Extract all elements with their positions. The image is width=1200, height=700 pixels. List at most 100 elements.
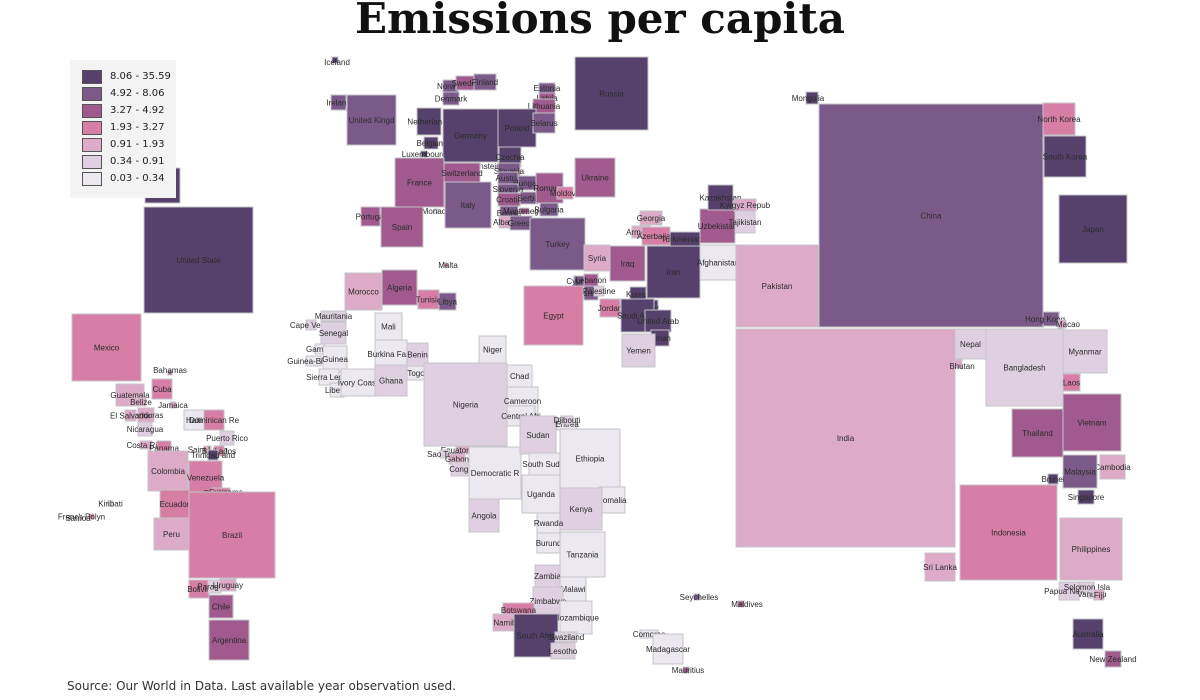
country-label: Norway — [437, 82, 464, 91]
country-label: Equatorial G — [441, 446, 485, 455]
country-tile: Kazakhstan — [700, 184, 741, 211]
country-label: Angola — [472, 512, 497, 521]
country-label: Swaziland — [548, 633, 584, 642]
country-label: Samoa — [65, 514, 91, 523]
country-label: Nepal — [960, 340, 981, 349]
country-label: Iraq — [621, 260, 635, 269]
country-label: Vanuatu — [1077, 590, 1106, 599]
country-label: Japan — [1082, 225, 1104, 234]
country-square — [574, 56, 649, 131]
country-tile: Kuwait — [626, 286, 651, 302]
country-label: Ecuador — [160, 500, 190, 509]
country-tile: Mali — [374, 312, 403, 341]
country-label: Zimbabwe — [530, 597, 567, 606]
country-square — [305, 319, 317, 331]
country-square — [1058, 194, 1128, 264]
country-square — [529, 217, 586, 271]
country-tile: Lesotho — [549, 642, 578, 660]
country-label: Bulgaria — [534, 206, 564, 215]
country-tile: Rwanda — [534, 512, 564, 534]
country-square — [208, 619, 250, 661]
country-tile: Costa Rica — [126, 440, 166, 450]
legend-swatch — [82, 104, 102, 118]
country-tile: Palestine — [583, 285, 616, 297]
country-square — [735, 328, 956, 548]
country-label: Madagascar — [646, 645, 690, 654]
country-square — [621, 333, 656, 368]
country-label: Papua New G — [1044, 587, 1094, 596]
country-label: Peru — [163, 530, 180, 539]
country-label: Trinidad and — [191, 451, 235, 460]
country-tile: Zimbabwe — [530, 586, 567, 616]
country-square — [442, 108, 499, 163]
country-square — [320, 321, 347, 345]
country-square — [473, 73, 497, 91]
country-label: Nigeria — [453, 401, 479, 410]
country-tile: Ukraine — [574, 157, 616, 198]
country-label: Kenya — [570, 505, 593, 514]
legend: 8.06 - 35.59 4.92 - 8.06 3.27 - 4.92 1.9… — [70, 60, 176, 198]
country-label: Sri Lanka — [923, 563, 957, 572]
country-tile: Jordan — [598, 298, 622, 318]
country-label: Belarus — [530, 119, 557, 128]
country-tile: Belgium — [417, 136, 446, 150]
country-label: Sweden — [452, 79, 481, 88]
country-label: Denmark — [435, 95, 468, 104]
country-label: Georgia — [637, 214, 666, 223]
country-tile: El Salvador — [110, 409, 151, 422]
country-square — [381, 269, 418, 306]
country-tile: Ecuador — [159, 489, 190, 519]
country-label: Greece — [508, 219, 535, 228]
country-label: New Zealand — [1089, 655, 1136, 664]
country-tile: Colombia — [147, 450, 189, 492]
country-tile: Chile — [208, 594, 234, 619]
country-tile: China — [818, 103, 1044, 328]
legend-label: 8.06 - 35.59 — [110, 71, 171, 82]
country-label: Brazil — [222, 531, 242, 540]
country-tile: India — [735, 328, 956, 548]
country-label: Sao Tome — [427, 450, 463, 459]
country-tile: Azerbaijan — [637, 226, 675, 246]
country-tile: Portugal — [356, 206, 386, 227]
country-label: Somalia — [598, 496, 627, 505]
country-tile: Hong Kong — [1025, 311, 1065, 327]
country-tile: Libya — [438, 292, 458, 311]
country-tile: Ireland — [326, 94, 351, 111]
country-square — [639, 210, 663, 226]
country-tile: French Polyn — [58, 513, 105, 522]
country-label: Guinea-Bissau — [287, 357, 339, 366]
country-label: Russia — [599, 90, 624, 99]
country-tile: Senegal — [319, 321, 349, 345]
country-tile: Madagascar — [646, 633, 690, 665]
country-tile: South Afric — [513, 613, 559, 658]
country-label: Senegal — [319, 329, 349, 338]
country-label: Congo — [449, 465, 473, 474]
country-tile: Indonesia — [959, 484, 1058, 581]
country-square — [519, 415, 557, 455]
country-square — [71, 313, 142, 382]
country-square — [954, 328, 987, 360]
country-tile: Belarus — [530, 112, 558, 134]
country-tile: Seychelles — [680, 593, 719, 602]
country-square — [1057, 319, 1067, 329]
country-square — [1072, 618, 1104, 650]
country-label: Chile — [212, 603, 231, 612]
country-label: Botswana — [501, 606, 537, 615]
country-square — [219, 430, 235, 446]
country-square — [559, 531, 606, 578]
country-label: Jordan — [598, 304, 622, 313]
country-tile: Mauritania — [315, 310, 353, 322]
country-square — [380, 206, 424, 248]
country-square — [735, 244, 819, 328]
country-label: Israel — [581, 289, 601, 298]
country-square — [593, 285, 605, 297]
country-label: Cambodia — [1094, 463, 1131, 472]
country-tile: Democratic R — [468, 446, 522, 500]
country-label: Venezuela — [187, 474, 225, 483]
country-tile: Mexico — [71, 313, 142, 382]
country-label: Uzbekistan — [698, 222, 738, 231]
country-label: Morocco — [348, 288, 379, 297]
country-label: South Korea — [1043, 153, 1088, 162]
country-square — [207, 449, 219, 461]
country-tile: Trinidad and — [191, 449, 235, 461]
